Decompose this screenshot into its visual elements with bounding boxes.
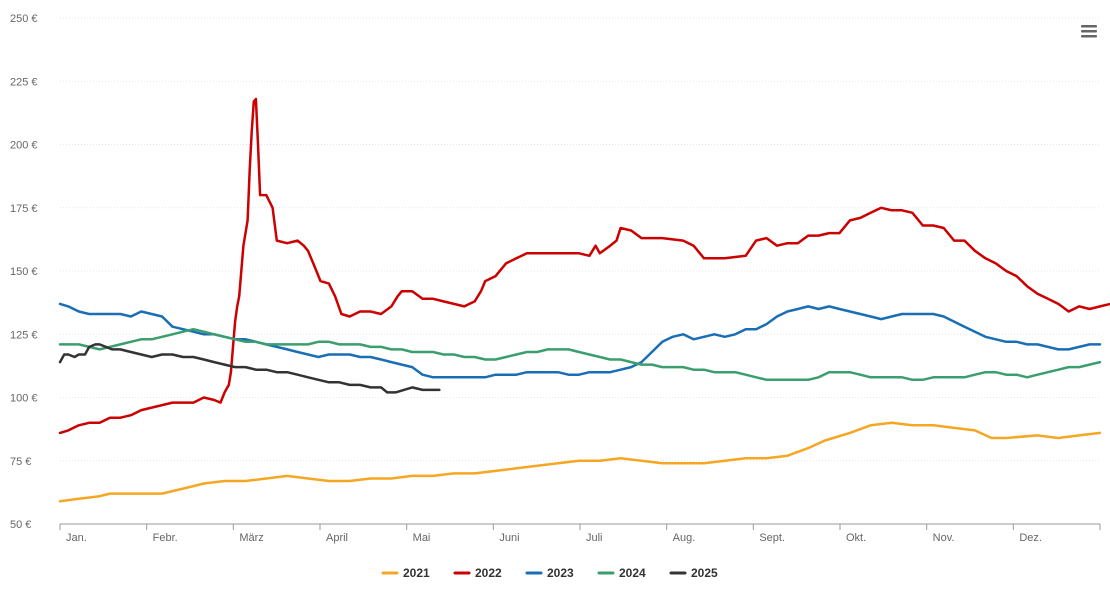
x-tick-label: Dez. — [1019, 532, 1042, 544]
series-line-2021 — [58, 421, 1102, 503]
x-tick-label: Mai — [413, 532, 431, 544]
legend-item-2021[interactable]: 2021 — [381, 566, 430, 580]
legend-label: 2024 — [619, 566, 646, 580]
legend-item-2025[interactable]: 2025 — [669, 566, 718, 580]
legend-label: 2025 — [691, 566, 718, 580]
x-tick-label: Juni — [499, 532, 519, 544]
legend-item-2023[interactable]: 2023 — [525, 566, 574, 580]
legend-item-2022[interactable]: 2022 — [453, 566, 502, 580]
legend-label: 2023 — [547, 566, 574, 580]
x-tick-label: Nov. — [933, 532, 955, 544]
y-tick-label: 250 € — [10, 13, 38, 25]
x-tick-label: Jan. — [66, 532, 87, 544]
y-tick-label: 225 € — [10, 76, 38, 88]
x-tick-label: Sept. — [759, 532, 785, 544]
series-line-2024 — [58, 327, 1102, 382]
y-axis: 50 € 75 € 100 € 125 € 150 € 175 € 200 € 225 € 25… — [10, 13, 38, 531]
series-line-2022 — [58, 97, 1110, 435]
x-axis: Jan. Febr. März April Mai Juni Juli Aug. Sept. Ok… — [59, 523, 1101, 544]
legend: 2021 2022 2023 2024 2025 — [381, 566, 718, 580]
x-tick-label: Aug. — [673, 532, 696, 544]
x-tick-label: Juli — [586, 532, 603, 544]
series-line-2025 — [58, 343, 441, 394]
series-layer — [58, 97, 1110, 503]
y-tick-label: 200 € — [10, 140, 38, 152]
x-tick-label: April — [326, 532, 348, 544]
legend-label: 2022 — [475, 566, 502, 580]
x-tick-label: Febr. — [153, 532, 178, 544]
grid-layer — [60, 17, 1100, 525]
series-line-2023 — [58, 302, 1102, 379]
y-tick-label: 150 € — [10, 266, 38, 278]
legend-label: 2021 — [403, 566, 430, 580]
y-tick-label: 125 € — [10, 329, 38, 341]
x-tick-label: Okt. — [846, 532, 866, 544]
hamburger-menu-icon[interactable] — [1077, 21, 1101, 43]
y-tick-label: 100 € — [10, 393, 38, 405]
y-tick-label: 50 € — [10, 519, 31, 531]
x-tick-label: März — [239, 532, 263, 544]
y-tick-label: 75 € — [10, 456, 31, 468]
y-tick-label: 175 € — [10, 203, 38, 215]
legend-item-2024[interactable]: 2024 — [597, 566, 646, 580]
